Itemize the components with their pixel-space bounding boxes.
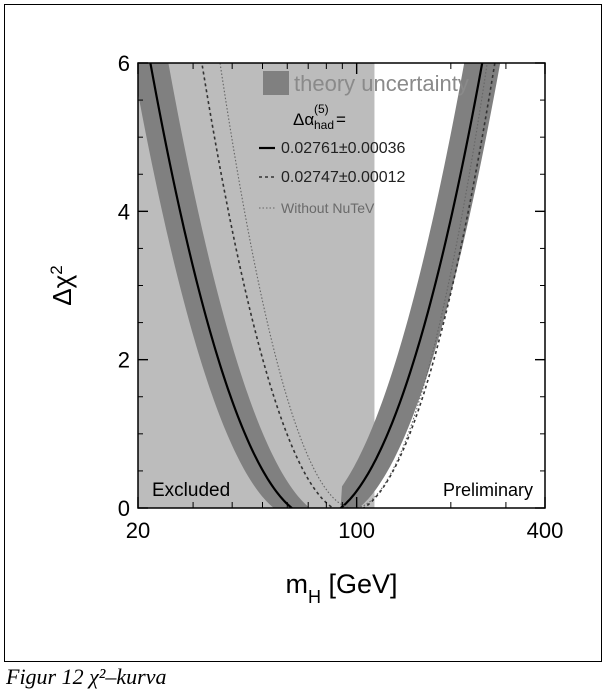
theory-uncertainty-band (138, 63, 501, 508)
legend-label-dashed: 0.02747±0.00012 (281, 169, 406, 186)
legend-label-solid: 0.02761±0.00036 (281, 140, 406, 157)
figure-frame: Excluded Preliminary theory uncertainty Δα(… (4, 4, 602, 662)
y-tick-label: 6 (118, 51, 130, 76)
y-axis-label: Δχ2 (47, 265, 78, 305)
plot-area: Excluded Preliminary (138, 63, 533, 508)
y-tick-label: 0 (118, 496, 130, 521)
delta-chi2-plot: Excluded Preliminary theory uncertainty Δα(… (47, 51, 564, 607)
legend: theory uncertainty Δα(5) had = 0.02761±0.00… (259, 71, 469, 216)
legend-band-swatch (263, 71, 289, 95)
excluded-label: Excluded (152, 480, 230, 501)
figure-caption: Figur 12 χ²–kurva (6, 664, 167, 689)
series-line-dashed (201, 63, 496, 508)
legend-label-dotted: Without NuTeV (281, 200, 375, 216)
legend-header-sup: (5) (314, 102, 329, 116)
x-axis-label: mH [GeV] (285, 569, 397, 607)
legend-header-sub: had (314, 118, 334, 132)
y-tick-label: 2 (118, 348, 130, 373)
x-tick-label: 20 (126, 518, 150, 543)
legend-band-label: theory uncertainty (294, 71, 469, 96)
series-line-solid (149, 63, 484, 508)
legend-header: Δα (293, 110, 314, 129)
y-tick-label: 4 (118, 199, 130, 224)
x-tick-label: 100 (338, 518, 375, 543)
preliminary-label: Preliminary (443, 480, 533, 500)
x-tick-label: 400 (527, 518, 564, 543)
legend-header-suffix: = (336, 110, 346, 129)
